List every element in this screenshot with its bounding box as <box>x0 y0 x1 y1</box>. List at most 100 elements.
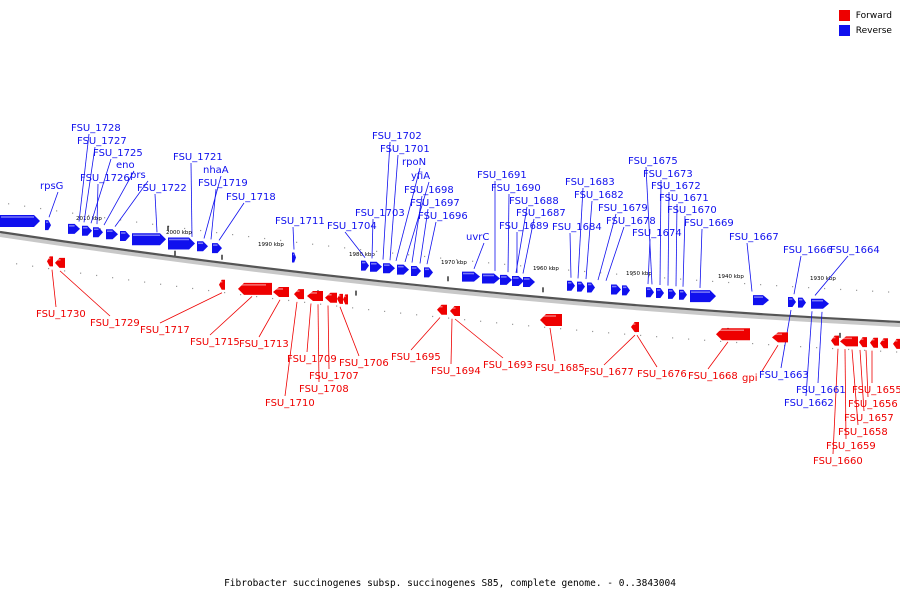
reverse-gene-arrow <box>68 223 80 234</box>
reverse-gene-label: FSU_1718 <box>226 192 276 203</box>
reverse-gene-arrow <box>45 220 51 231</box>
track-dot <box>104 217 106 219</box>
forward-gene-label: FSU_1715 <box>190 337 240 348</box>
reverse-gene-arrow <box>212 243 222 254</box>
reverse-gene-arrow <box>411 266 421 277</box>
forward-gene-arrow <box>307 290 323 301</box>
reverse-leader-line <box>675 203 678 287</box>
forward-leader-line <box>761 344 779 372</box>
tick-label: 1940 kbp <box>718 274 744 280</box>
reverse-gene-arrow <box>361 260 369 271</box>
genome-backbone <box>0 230 900 324</box>
forward-leader-line <box>832 348 839 455</box>
track-dot <box>704 339 706 341</box>
track-dot <box>464 319 466 321</box>
track-dot <box>608 332 610 334</box>
reverse-leader-line <box>382 141 391 260</box>
reverse-leader-line <box>203 175 222 239</box>
track-dot <box>352 307 354 309</box>
reverse-gene-label: FSU_1662 <box>784 398 834 409</box>
reverse-leader-line <box>419 208 429 264</box>
reverse-gene-arrow <box>82 225 92 236</box>
track-dot <box>744 282 746 285</box>
track-dot <box>752 342 754 345</box>
track-dot <box>512 323 514 325</box>
forward-gene-arrow <box>772 332 788 343</box>
forward-leader-line <box>707 341 729 370</box>
reverse-leader-line <box>90 158 112 224</box>
reverse-leader-line <box>793 255 802 295</box>
track-dot <box>136 221 138 223</box>
reverse-gene-arrow <box>679 289 687 300</box>
track-dot <box>640 334 642 337</box>
forward-gene-label: FSU_1729 <box>90 318 140 329</box>
forward-leader-line <box>51 269 57 308</box>
forward-leader-line <box>317 304 320 383</box>
reverse-gene-label: FSU_1689 <box>499 221 549 232</box>
reverse-gene-arrow <box>292 252 296 263</box>
reverse-gene-label: FSU_1679 <box>598 203 648 214</box>
track-dot <box>296 241 298 243</box>
track-dot <box>152 223 154 225</box>
track-dot <box>760 284 762 286</box>
track-dot <box>376 250 378 252</box>
reverse-gene-label: FSU_1719 <box>198 178 248 189</box>
track-dot <box>432 315 434 318</box>
track-dot <box>344 247 346 249</box>
track-dot <box>112 277 114 279</box>
track-dot <box>808 287 810 289</box>
reverse-gene-label: nhaA <box>203 165 229 176</box>
legend: Forward Reverse <box>838 8 892 38</box>
forward-leader-line <box>450 318 453 365</box>
reverse-gene-arrow <box>656 287 664 298</box>
forward-gene-arrow <box>55 257 65 268</box>
track-dot <box>544 326 546 328</box>
reverse-leader-line <box>78 133 90 222</box>
reverse-leader-line <box>746 242 753 292</box>
tick-label: 2010 kbp <box>76 216 102 222</box>
track-dot <box>120 219 122 221</box>
track-dot <box>48 267 50 270</box>
track-dot <box>616 273 618 275</box>
track-dot <box>880 350 882 352</box>
reverse-gene-label: FSU_1703 <box>355 208 405 219</box>
reverse-gene-label: FSU_1726 <box>80 173 130 184</box>
forward-gene-label: FSU_1717 <box>140 325 190 336</box>
reverse-gene-arrow <box>611 284 621 295</box>
track-dot <box>400 312 402 314</box>
track-dot <box>72 212 74 214</box>
reverse-gene-arrow <box>397 264 409 275</box>
track-dot <box>688 338 690 340</box>
reverse-gene-arrow <box>168 237 195 250</box>
reverse-gene-arrow <box>690 290 716 303</box>
reverse-gene-arrow <box>788 297 796 308</box>
forward-leader-line <box>327 305 330 370</box>
forward-gene-arrow <box>294 289 304 300</box>
reverse-gene-arrow <box>120 231 130 242</box>
reverse-leader-line <box>585 200 593 280</box>
track-dot <box>416 314 418 316</box>
reverse-gene-label: FSU_1702 <box>372 131 422 142</box>
tick-label: 1970 kbp <box>441 260 467 266</box>
track-dot <box>488 262 490 264</box>
reverse-gene-arrow <box>383 263 395 274</box>
reverse-leader-line <box>426 221 437 265</box>
forward-gene-label: FSU_1710 <box>265 398 315 409</box>
track-dot <box>656 336 658 338</box>
reverse-gene-label: FSU_1722 <box>137 183 187 194</box>
forward-gene-label: FSU_1659 <box>826 441 876 452</box>
forward-gene-label: FSU_1668 <box>688 371 738 382</box>
track-dot <box>40 207 42 210</box>
reverse-gene-label: eno <box>116 160 135 171</box>
reverse-gene-arrow <box>577 281 585 292</box>
track-dot <box>520 265 522 267</box>
reverse-leader-line <box>577 187 584 279</box>
legend-reverse: Reverse <box>838 23 892 38</box>
reverse-leader-line <box>114 180 149 227</box>
reverse-gene-arrow <box>0 214 40 227</box>
reverse-leader-line <box>659 179 662 285</box>
reverse-gene-label: FSU_1671 <box>659 193 709 204</box>
track-dot <box>56 210 58 212</box>
forward-leader-line <box>209 296 253 336</box>
reverse-leader-line <box>699 228 703 288</box>
